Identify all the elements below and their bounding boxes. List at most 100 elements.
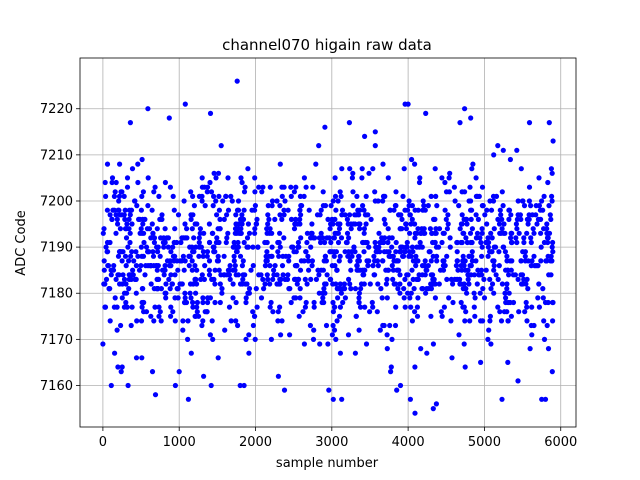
data-point xyxy=(241,382,247,389)
data-point xyxy=(506,207,513,213)
data-point xyxy=(514,226,520,232)
data-point xyxy=(395,286,401,292)
data-point xyxy=(332,193,339,199)
data-point xyxy=(261,286,267,292)
data-point xyxy=(354,263,360,269)
data-point xyxy=(469,226,475,232)
data-point xyxy=(178,281,184,287)
data-point xyxy=(475,267,481,273)
data-point xyxy=(382,221,388,227)
data-point xyxy=(316,143,322,149)
data-point xyxy=(192,263,198,269)
data-point xyxy=(462,189,468,195)
data-point xyxy=(363,193,369,199)
data-point xyxy=(215,226,221,232)
data-point xyxy=(526,184,533,190)
data-point xyxy=(432,281,438,287)
data-point xyxy=(473,212,479,218)
data-point xyxy=(347,212,353,218)
data-point xyxy=(372,239,378,246)
data-point xyxy=(372,189,378,195)
data-point xyxy=(107,318,113,324)
data-point xyxy=(310,235,317,241)
data-point xyxy=(333,281,339,287)
data-point xyxy=(303,184,309,190)
data-point xyxy=(447,244,453,250)
data-point xyxy=(294,221,300,227)
data-point xyxy=(186,253,192,259)
data-point xyxy=(398,212,404,218)
data-point xyxy=(235,198,242,204)
data-point xyxy=(137,230,143,236)
x-tick-label: 4000 xyxy=(392,435,425,450)
data-point xyxy=(335,239,342,246)
data-point xyxy=(234,78,240,84)
data-point xyxy=(330,396,336,402)
data-point xyxy=(467,230,474,236)
data-point xyxy=(402,304,408,310)
data-point xyxy=(336,313,343,319)
data-point xyxy=(409,244,415,250)
data-point xyxy=(307,322,313,329)
data-point xyxy=(156,193,162,199)
data-point xyxy=(389,336,395,342)
data-point xyxy=(406,198,412,204)
data-point xyxy=(108,272,114,278)
data-point xyxy=(199,193,205,199)
data-point xyxy=(524,230,530,236)
data-point xyxy=(361,207,367,213)
data-point xyxy=(316,272,322,278)
data-point xyxy=(399,226,405,232)
data-point xyxy=(293,216,299,222)
data-point xyxy=(383,281,389,287)
data-point xyxy=(461,281,467,287)
data-point xyxy=(105,249,111,255)
data-point xyxy=(133,276,139,282)
data-point xyxy=(479,244,485,250)
data-point xyxy=(354,193,360,199)
data-point xyxy=(362,304,368,310)
data-point xyxy=(424,350,430,356)
data-point xyxy=(224,212,230,218)
data-point xyxy=(117,249,123,255)
data-point xyxy=(330,299,336,306)
data-point xyxy=(283,253,289,259)
data-point xyxy=(103,276,110,282)
data-point xyxy=(339,212,345,218)
data-point xyxy=(408,221,414,227)
data-point xyxy=(444,276,450,282)
data-point xyxy=(367,281,373,287)
data-point xyxy=(485,235,491,241)
data-point xyxy=(266,230,273,236)
data-point xyxy=(461,230,467,236)
data-point xyxy=(357,267,363,273)
data-point xyxy=(393,304,399,310)
data-point xyxy=(225,207,232,213)
data-point xyxy=(141,239,147,246)
data-point xyxy=(297,267,304,273)
data-point xyxy=(294,281,300,287)
data-point xyxy=(155,244,161,250)
data-point xyxy=(111,304,117,310)
data-point xyxy=(303,299,309,306)
data-point xyxy=(214,235,220,241)
data-point xyxy=(292,263,298,269)
data-point xyxy=(495,143,501,149)
data-point xyxy=(295,244,301,250)
data-point xyxy=(372,258,378,264)
data-point xyxy=(304,281,310,287)
data-point xyxy=(128,322,134,329)
data-point xyxy=(440,263,446,269)
data-point xyxy=(192,276,198,282)
data-point xyxy=(301,175,307,181)
data-point xyxy=(233,272,239,278)
data-point xyxy=(420,286,426,292)
data-point xyxy=(309,221,315,227)
data-point xyxy=(217,281,223,287)
data-point xyxy=(550,299,556,306)
data-point xyxy=(201,184,208,190)
data-point xyxy=(503,295,509,301)
data-point xyxy=(327,226,333,232)
data-point xyxy=(446,175,452,181)
data-point xyxy=(364,258,370,264)
